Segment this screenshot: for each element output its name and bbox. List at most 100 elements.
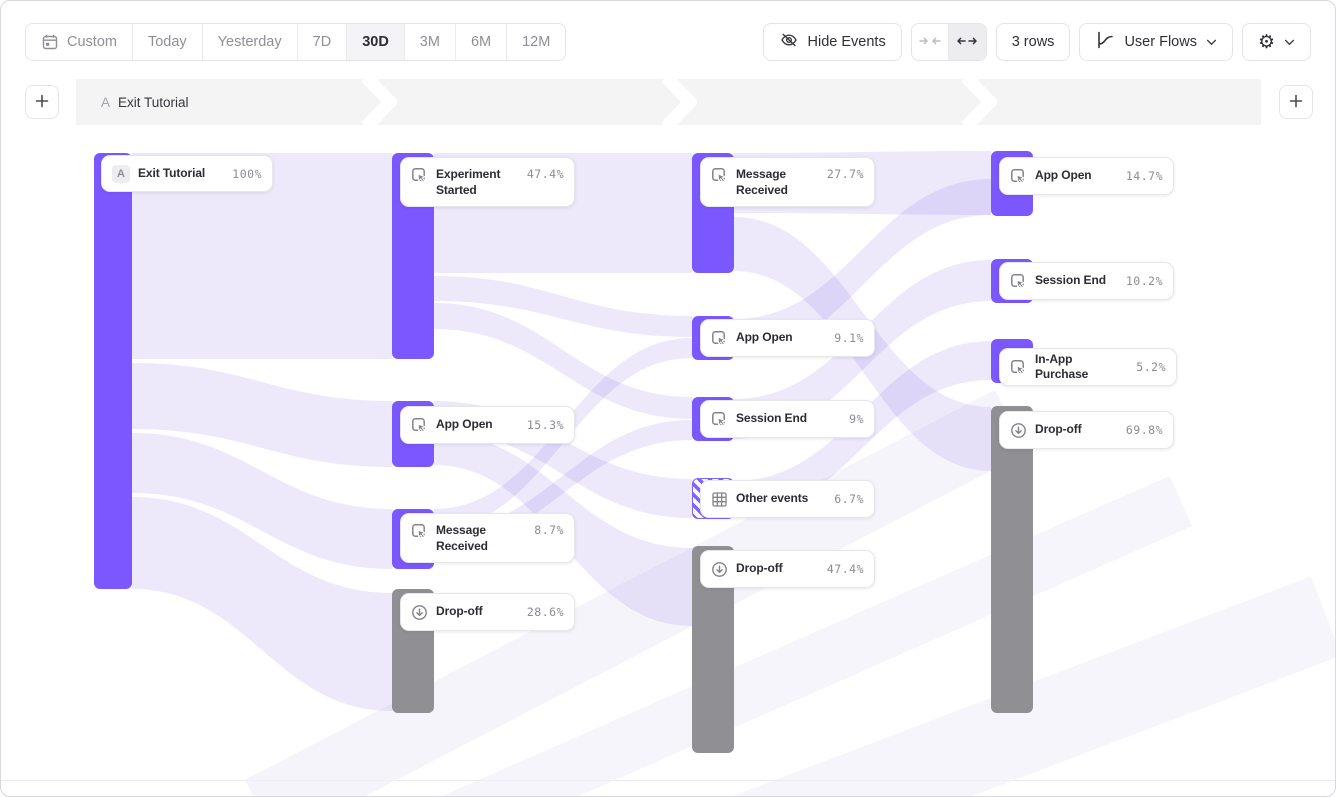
toolbar-right-group: Hide Events bbox=[762, 23, 1311, 61]
step-chevron-icon bbox=[961, 79, 997, 125]
hide-events-label: Hide Events bbox=[807, 34, 886, 50]
hide-events-button[interactable]: Hide Events bbox=[762, 23, 902, 61]
event-icon bbox=[1010, 273, 1027, 290]
flow-node-card[interactable]: Drop-off 69.8% bbox=[999, 411, 1174, 449]
flow-node-percentage: 69.8% bbox=[1125, 423, 1163, 437]
dropoff-icon bbox=[411, 604, 428, 621]
date-range-7d[interactable]: 7D bbox=[297, 24, 348, 60]
event-icon bbox=[411, 417, 428, 434]
step-chevron-icon bbox=[361, 79, 397, 125]
event-icon bbox=[711, 411, 728, 428]
event-icon bbox=[1010, 359, 1027, 376]
flow-node-label: Message Received bbox=[436, 523, 488, 553]
plus-icon bbox=[34, 93, 50, 112]
date-range-label: Yesterday bbox=[217, 34, 282, 50]
date-range-label: 7D bbox=[312, 34, 332, 50]
rows-count-label: 3 rows bbox=[1011, 34, 1055, 50]
flow-node-percentage: 27.7% bbox=[826, 167, 864, 181]
settings-button[interactable]: ⚙ bbox=[1241, 23, 1311, 61]
flow-node-percentage: 9% bbox=[849, 412, 864, 426]
flow-node-card[interactable]: Message Received 27.7% bbox=[700, 157, 875, 207]
flow-node-card[interactable]: A Exit Tutorial 100% bbox=[101, 155, 273, 192]
view-selector-button[interactable]: User Flows bbox=[1079, 23, 1233, 61]
date-range-30d[interactable]: 30D bbox=[347, 24, 405, 60]
flow-node-label: App Open bbox=[436, 417, 493, 432]
flow-node-card[interactable]: Experiment Started 47.4% bbox=[400, 157, 575, 207]
date-range-group: Custom Today Yesterday 7D 30D 3M 6M 12M bbox=[25, 23, 567, 61]
arrows-outward-icon bbox=[956, 34, 978, 51]
flow-node-label: Drop-off bbox=[436, 604, 483, 619]
event-icon bbox=[411, 523, 428, 540]
view-selector-label: User Flows bbox=[1124, 34, 1197, 50]
flow-node-percentage: 14.7% bbox=[1125, 169, 1163, 183]
column-spacing-toggle bbox=[910, 23, 987, 61]
flow-steps-banner[interactable]: A Exit Tutorial bbox=[76, 79, 1261, 125]
flow-node-label: App Open bbox=[1035, 168, 1092, 183]
date-range-custom[interactable]: Custom bbox=[26, 24, 133, 60]
flow-node-card[interactable]: App Open 9.1% bbox=[700, 319, 875, 357]
eye-off-icon bbox=[779, 30, 799, 54]
chevron-down-icon bbox=[1284, 34, 1295, 50]
flow-node-card[interactable]: App Open 15.3% bbox=[400, 406, 575, 444]
flow-node-card[interactable]: Session End 9% bbox=[700, 400, 875, 438]
date-range-label: 30D bbox=[362, 34, 389, 50]
date-range-label: 12M bbox=[522, 34, 551, 50]
flow-node-card[interactable]: App Open 14.7% bbox=[999, 157, 1174, 195]
flow-node-card[interactable]: Session End 10.2% bbox=[999, 262, 1174, 300]
flow-node-bar[interactable] bbox=[991, 406, 1033, 713]
flow-node-label: Other events bbox=[736, 491, 809, 506]
event-icon bbox=[711, 330, 728, 347]
step-letter-badge: A bbox=[112, 164, 130, 183]
date-range-3m[interactable]: 3M bbox=[404, 24, 456, 60]
plus-icon bbox=[1288, 93, 1304, 112]
flow-node-label: Message Received bbox=[736, 167, 788, 197]
event-icon bbox=[1010, 168, 1027, 185]
flow-node-label: App Open bbox=[736, 330, 793, 345]
grid-icon bbox=[711, 491, 728, 508]
dropoff-icon bbox=[1010, 422, 1027, 439]
flow-node-card[interactable]: In-App Purchase 5.2% bbox=[999, 348, 1177, 386]
flow-node-card[interactable]: Message Received 8.7% bbox=[400, 513, 575, 563]
date-range-label: 3M bbox=[419, 34, 440, 50]
flow-chart-icon bbox=[1095, 30, 1115, 54]
date-range-6m[interactable]: 6M bbox=[455, 24, 508, 60]
calendar-icon bbox=[41, 33, 59, 51]
step-letter: A bbox=[101, 94, 111, 110]
flow-node-label: Exit Tutorial bbox=[138, 165, 206, 180]
flow-node-bar[interactable] bbox=[94, 153, 132, 589]
flow-node-label: Experiment Started bbox=[436, 167, 501, 197]
event-icon bbox=[711, 167, 728, 184]
flow-node-percentage: 10.2% bbox=[1125, 274, 1163, 288]
flow-node-card[interactable]: Other events 6.7% bbox=[700, 480, 875, 518]
date-range-today[interactable]: Today bbox=[132, 24, 203, 60]
date-range-label: Today bbox=[147, 34, 187, 50]
arrows-inward-icon bbox=[918, 34, 941, 51]
flow-start-step: A Exit Tutorial bbox=[101, 95, 189, 110]
flow-node-percentage: 28.6% bbox=[526, 605, 564, 619]
flow-node-percentage: 15.3% bbox=[526, 418, 564, 432]
collapse-columns-button[interactable] bbox=[911, 24, 949, 60]
dropoff-icon bbox=[711, 561, 728, 578]
date-range-12m[interactable]: 12M bbox=[507, 24, 566, 60]
flow-node-percentage: 8.7% bbox=[534, 523, 564, 537]
flow-node-percentage: 6.7% bbox=[834, 492, 864, 506]
step-chevron-icon bbox=[661, 79, 697, 125]
event-icon bbox=[411, 167, 428, 184]
flow-node-card[interactable]: Drop-off 28.6% bbox=[400, 593, 575, 631]
chevron-down-icon bbox=[1206, 34, 1217, 50]
flow-node-card[interactable]: Drop-off 47.4% bbox=[700, 550, 875, 588]
gear-icon: ⚙ bbox=[1257, 31, 1275, 53]
flow-node-label: In-App Purchase bbox=[1035, 351, 1089, 382]
flow-node-label: Session End bbox=[736, 411, 807, 426]
expand-columns-button[interactable] bbox=[948, 24, 986, 60]
rows-count-button[interactable]: 3 rows bbox=[995, 23, 1071, 61]
date-range-yesterday[interactable]: Yesterday bbox=[202, 24, 298, 60]
step-label: Exit Tutorial bbox=[118, 94, 189, 110]
flow-node-percentage: 47.4% bbox=[826, 562, 864, 576]
flow-node-percentage: 100% bbox=[232, 166, 262, 181]
add-start-event-button[interactable] bbox=[25, 85, 59, 119]
flow-node-label: Drop-off bbox=[736, 561, 783, 576]
flow-node-percentage: 5.2% bbox=[1136, 360, 1166, 374]
add-step-button[interactable] bbox=[1279, 85, 1313, 119]
